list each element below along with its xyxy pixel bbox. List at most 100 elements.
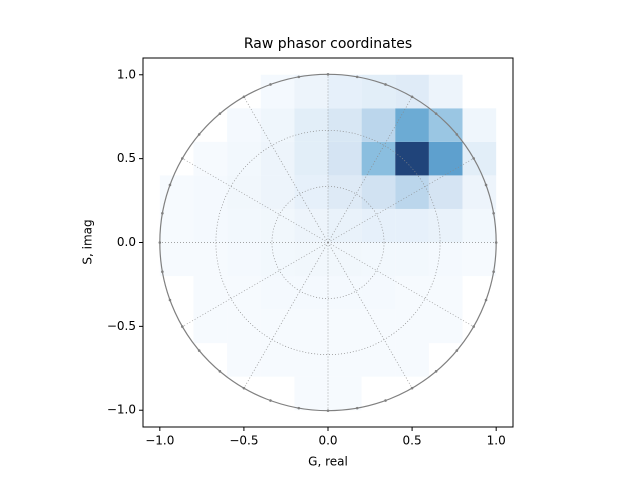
unit-circle-tick — [326, 409, 330, 412]
unit-circle-tick — [384, 399, 387, 402]
polar-grid-ray — [327, 96, 413, 243]
hist-cell — [193, 75, 227, 109]
plot-area — [158, 73, 498, 412]
hist-cell — [294, 141, 328, 176]
hist-cell — [294, 108, 328, 142]
unit-circle-tick — [434, 112, 438, 115]
hist-cell — [362, 377, 396, 411]
hist-cell — [193, 108, 227, 142]
hist-cell — [429, 343, 463, 377]
hist-cell — [160, 108, 194, 142]
hist-cell — [328, 376, 362, 411]
hist-cell — [463, 343, 497, 377]
hist-cell — [193, 141, 228, 176]
unit-circle-tick — [494, 241, 498, 244]
hist-cell — [361, 208, 396, 243]
hist-cell — [328, 242, 362, 277]
unit-circle-tick — [484, 183, 488, 187]
x-tick-label: −0.5 — [229, 434, 258, 448]
hist-cell — [328, 108, 362, 142]
hist-cell — [193, 309, 228, 344]
unit-circle-tick — [218, 370, 222, 373]
hist-cell — [193, 343, 227, 377]
unit-circle-tick — [168, 183, 172, 187]
hist-cell — [294, 175, 328, 209]
hist-cell — [395, 309, 429, 344]
unit-circle-tick — [197, 349, 201, 352]
hist-cell — [395, 377, 429, 411]
hist-cell — [160, 343, 194, 377]
hist-cell — [361, 343, 396, 377]
hist-cell — [328, 208, 362, 243]
unit-circle-tick — [455, 133, 459, 136]
unit-circle-tick — [181, 157, 184, 160]
hist-cell — [260, 343, 295, 377]
hist-cell — [395, 276, 429, 310]
hist-cell — [462, 208, 497, 243]
polar-grid-ray — [182, 242, 329, 327]
hist-cell — [328, 175, 362, 209]
hist-cell — [260, 74, 295, 109]
x-tick-label: 1.0 — [487, 434, 506, 448]
hist-cell — [328, 141, 362, 176]
polar-grid-ray — [243, 242, 329, 389]
hist-cell — [227, 208, 261, 243]
unit-circle-tick — [492, 270, 495, 274]
hist-cell — [227, 175, 261, 209]
hist-cell — [193, 276, 228, 310]
hist-cell — [294, 376, 328, 411]
hist-cell — [160, 75, 194, 109]
unit-circle-tick — [269, 83, 272, 86]
hist-cell — [395, 108, 429, 142]
unit-circle-tick — [384, 83, 387, 86]
hist-cell — [328, 276, 362, 310]
x-tick-label: −1.0 — [145, 434, 174, 448]
unit-circle-tick — [434, 370, 438, 373]
unit-circle-tick — [355, 75, 359, 79]
unit-circle-tick — [410, 386, 414, 390]
hist-cell — [260, 175, 295, 209]
hist-cell — [260, 141, 295, 176]
hist-cell — [463, 75, 497, 109]
hist-cell — [260, 108, 295, 142]
hist-cell — [361, 74, 396, 109]
hist-cell — [428, 175, 463, 209]
hist-cell — [159, 242, 194, 277]
hist-cell — [260, 208, 295, 243]
hist-cell — [159, 175, 194, 209]
hist-cell — [227, 108, 261, 142]
unit-circle-tick — [297, 406, 301, 410]
polar-grid-circle — [215, 130, 441, 355]
hist-cell — [429, 377, 463, 411]
hist-cell — [428, 141, 463, 176]
hist-cell — [395, 242, 429, 277]
x-tick-label: 0.5 — [403, 434, 422, 448]
y-tick-label: 0.5 — [117, 151, 136, 165]
hist-cell — [294, 309, 328, 344]
hist-cell — [227, 75, 261, 109]
hist-cell — [462, 108, 497, 142]
unit-circle-tick — [168, 298, 172, 302]
unit-circle-tick — [158, 241, 162, 244]
x-axis-label: G, real — [308, 455, 348, 469]
hist-cell — [361, 242, 396, 277]
unit-circle-tick — [472, 325, 475, 328]
hist-cell — [462, 242, 497, 277]
hist-cell — [193, 208, 228, 243]
unit-circle-tick — [355, 406, 359, 410]
unit-circle-tick — [455, 349, 459, 352]
hist-cell — [160, 377, 194, 411]
hist-cell — [361, 175, 396, 209]
hist-cell — [395, 343, 429, 377]
hist-cell — [395, 208, 429, 243]
hist-cell — [361, 309, 396, 344]
y-axis-label: S, imag — [81, 219, 95, 264]
unit-circle-tick — [181, 325, 184, 328]
hist-cell — [294, 343, 328, 377]
hist-cell — [361, 108, 396, 142]
hist-cell — [261, 377, 295, 411]
hist-cell — [294, 242, 328, 277]
unit-circle-tick — [161, 270, 164, 274]
hist-cell — [328, 343, 362, 377]
hist-cell — [328, 74, 362, 109]
